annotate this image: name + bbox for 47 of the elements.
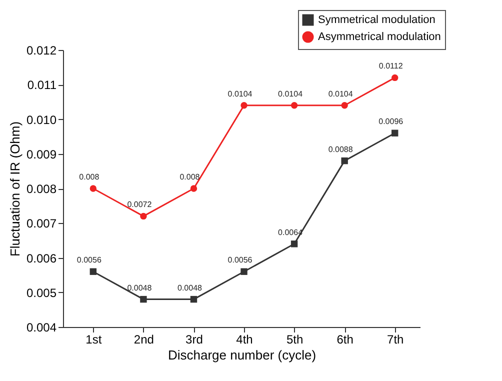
data-label: 0.0072 <box>127 200 152 210</box>
data-label: 0.0056 <box>76 256 102 265</box>
y-tick-label: 0.011 <box>27 78 57 92</box>
x-axis-title: Discharge number (cycle) <box>168 348 316 362</box>
x-tick-label: 5th <box>286 332 304 346</box>
legend-label: Asymmetrical modulation <box>318 31 441 43</box>
point <box>240 268 248 275</box>
data-label: 0.0096 <box>378 117 404 126</box>
y-axis-title: Fluctuation of IR (Ohm) <box>7 121 22 257</box>
data-label: 0.0048 <box>178 283 203 292</box>
x-tick-label: 3rd <box>186 332 203 346</box>
point <box>90 268 97 275</box>
point <box>140 296 147 303</box>
x-tick-label: 6th <box>336 332 354 346</box>
x-tick-label: 1st <box>86 332 102 346</box>
data-label: 0.0088 <box>328 144 354 154</box>
point <box>90 185 97 192</box>
data-label: 0.0104 <box>228 89 253 98</box>
y-tick-label: 0.012 <box>26 44 57 58</box>
point <box>290 102 298 109</box>
data-label: 0.008 <box>180 172 200 182</box>
data-label: 0.008 <box>79 172 100 182</box>
data-label: 0.0112 <box>378 62 404 71</box>
data-label: 0.0104 <box>278 89 304 98</box>
point <box>190 185 198 192</box>
data-label: 0.0048 <box>127 283 152 292</box>
y-tick-label: 0.010 <box>26 112 57 127</box>
point <box>240 102 248 109</box>
y-tick-label: 0.007 <box>26 216 57 231</box>
data-label: 0.0056 <box>228 256 253 265</box>
y-tick-label: 0.009 <box>26 147 57 162</box>
x-tick-label: 2nd <box>134 332 154 346</box>
point <box>290 240 298 248</box>
legend-label: Symmetrical modulation <box>318 14 436 26</box>
y-tick-label: 0.006 <box>26 251 57 266</box>
y-tick-label: 0.008 <box>26 182 57 196</box>
data-label: 0.0104 <box>328 89 354 98</box>
point <box>392 74 398 82</box>
x-tick-label: 4th <box>236 332 253 346</box>
point <box>341 157 348 164</box>
y-tick-label: 0.005 <box>26 286 57 300</box>
x-tick-label: 7th <box>387 332 404 346</box>
point <box>392 130 398 136</box>
point <box>140 212 147 220</box>
point <box>341 102 348 109</box>
point <box>190 296 198 303</box>
y-tick-label: 0.004 <box>26 320 57 334</box>
